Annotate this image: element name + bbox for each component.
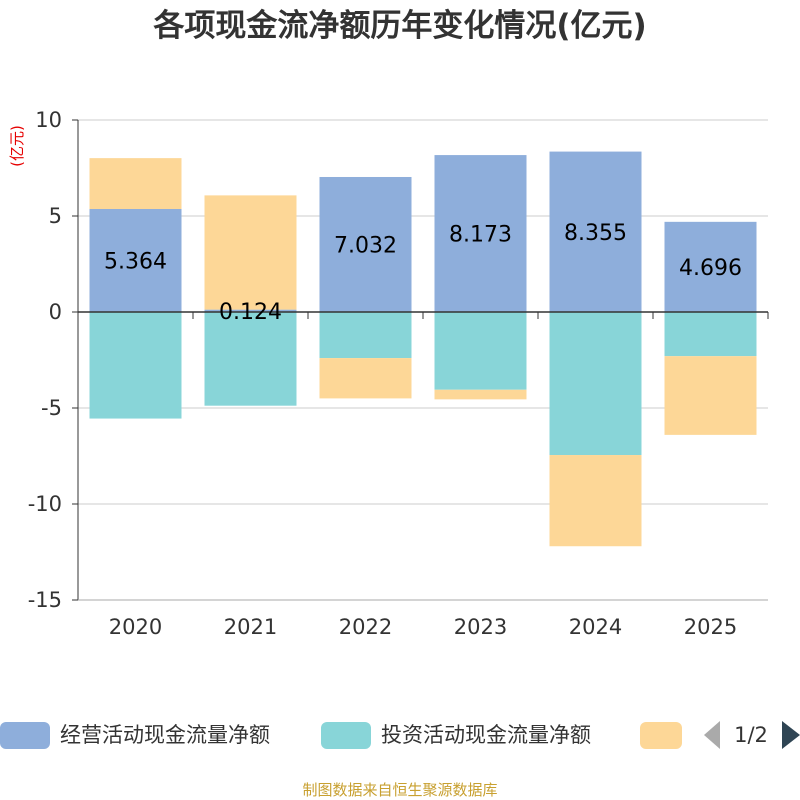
legend-label: 投资活动现金流量净额: [381, 723, 591, 747]
y-tick-label: -15: [28, 588, 62, 612]
bar-series-2-2021[interactable]: [204, 195, 297, 310]
bar-series-0-2023[interactable]: [434, 155, 527, 312]
legend-item-0[interactable]: 经营活动现金流量净额: [0, 722, 270, 749]
y-tick-label: 0: [49, 300, 62, 324]
x-tick-label: 2020: [109, 615, 162, 639]
bar-series-0-2025[interactable]: [664, 221, 757, 312]
y-tick-label: 10: [35, 108, 62, 132]
bar-series-1-2021[interactable]: [204, 312, 297, 406]
legend-swatch: [640, 722, 682, 749]
legend-swatch: [0, 722, 50, 749]
bar-series-0-2022[interactable]: [319, 176, 412, 312]
bar-series-2-2022[interactable]: [319, 358, 412, 399]
bar-series-1-2020[interactable]: [89, 312, 182, 419]
legend-label: 经营活动现金流量净额: [60, 723, 270, 747]
chart-title: 各项现金流净额历年变化情况(亿元): [152, 8, 646, 44]
legend: 经营活动现金流量净额 投资活动现金流量净额: [0, 722, 682, 749]
legend-pager: 1/2: [704, 721, 800, 749]
axes: 10 5 0 -5 -10 -15 2020 2021 2022 2023 2024 2025: [28, 108, 769, 639]
x-tick-label: 2021: [224, 615, 277, 639]
legend-prev-page-icon[interactable]: [704, 721, 720, 749]
data-label: 8.355: [564, 221, 627, 246]
bar-series-0-2021[interactable]: [204, 309, 297, 312]
bar-series-2-2020[interactable]: [89, 158, 182, 210]
bar-series-2-2024[interactable]: [549, 455, 642, 547]
bar-series-0-2024[interactable]: [549, 151, 642, 312]
x-tick-label: 2023: [454, 615, 507, 639]
x-tick-label: 2025: [684, 615, 737, 639]
data-label: 8.173: [449, 223, 512, 248]
y-tick-label: -10: [28, 492, 62, 516]
data-label: 4.696: [679, 256, 742, 281]
x-tick-label: 2022: [339, 615, 392, 639]
x-tick-label: 2024: [569, 615, 622, 639]
data-labels: 5.364 0.124 7.032 8.173 8.355 4.696: [104, 221, 742, 325]
bar-series-1-2023[interactable]: [434, 312, 527, 390]
data-label: 7.032: [334, 233, 397, 258]
bar-series-1-2024[interactable]: [549, 312, 642, 456]
bar-series-1-2025[interactable]: [664, 312, 757, 357]
y-tick-label: 5: [49, 204, 62, 228]
bars: [89, 151, 757, 547]
y-axis-unit-label: (亿元): [8, 125, 26, 167]
y-tick-label: -5: [41, 396, 62, 420]
legend-item-1[interactable]: 投资活动现金流量净额: [321, 722, 591, 749]
bar-series-2-2025[interactable]: [664, 356, 757, 435]
bar-series-0-2020[interactable]: [89, 209, 182, 312]
legend-page-indicator: 1/2: [734, 723, 768, 747]
source-note: 制图数据来自恒生聚源数据库: [302, 781, 497, 799]
data-label: 0.124: [219, 300, 282, 325]
legend-swatch: [321, 722, 371, 749]
data-label: 5.364: [104, 250, 167, 275]
legend-next-page-icon[interactable]: [782, 721, 800, 749]
legend-item-2[interactable]: [640, 722, 682, 749]
bar-series-2-2023[interactable]: [434, 389, 527, 400]
bar-series-1-2022[interactable]: [319, 312, 412, 359]
